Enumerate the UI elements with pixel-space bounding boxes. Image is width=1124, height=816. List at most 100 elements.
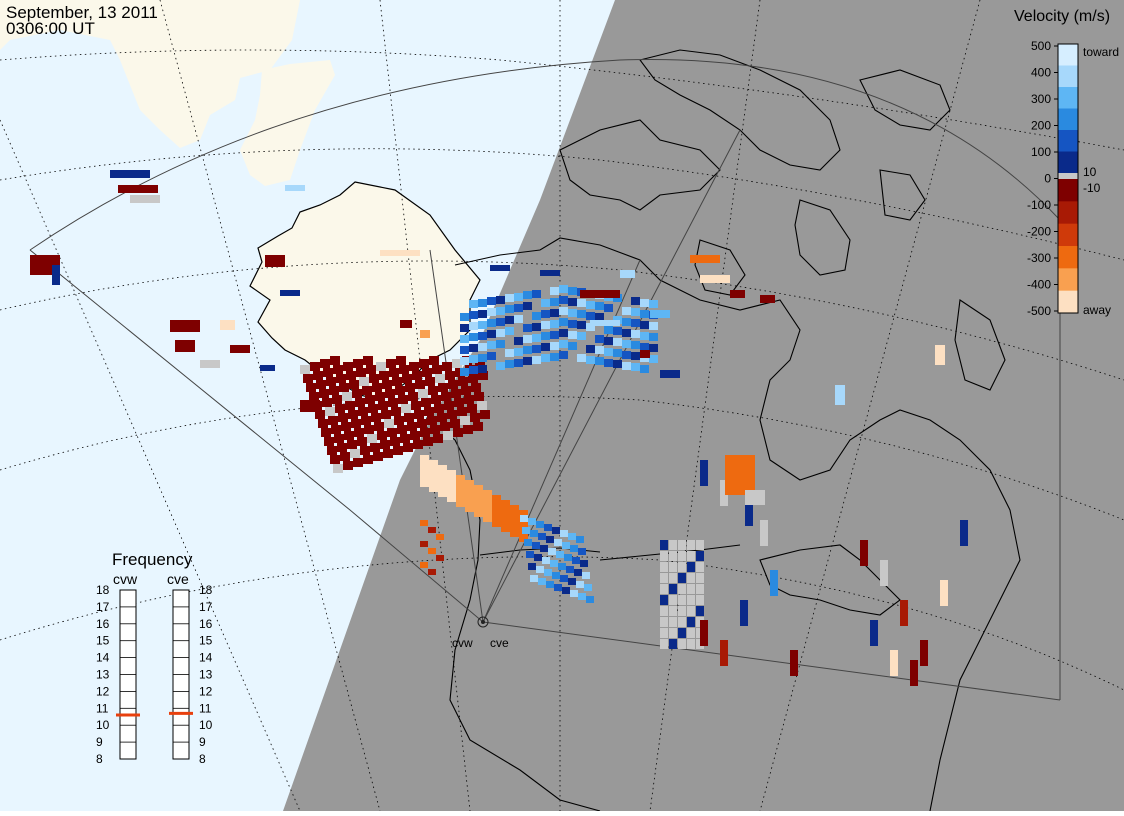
scatter-cell [419, 359, 429, 368]
frequency-panel: Frequency cvw cve 18 18 17 17 16 16 15 15 14 14 13… [96, 550, 213, 766]
scatter-cell [631, 308, 640, 316]
scatter-cell [590, 320, 620, 326]
scatter-cell [720, 640, 728, 666]
scatter-cell [660, 628, 668, 638]
scatter-cell [595, 335, 604, 343]
scatter-cell [341, 422, 351, 431]
scatter-cell [586, 596, 594, 603]
scatter-cell [429, 356, 439, 365]
scatter-cell [401, 404, 411, 413]
scatter-cell [620, 270, 635, 278]
scatter-cell [456, 499, 465, 507]
scatter-cell [559, 351, 568, 359]
scatter-cell [487, 308, 496, 316]
scatter-cell [678, 540, 686, 550]
scatter-cell [505, 327, 514, 335]
scatter-cell [541, 354, 550, 362]
scatter-cell [687, 562, 695, 572]
scatter-cell [640, 310, 649, 318]
scatter-cell [696, 584, 704, 594]
scatter-cell [442, 362, 452, 371]
scatter-cell [337, 443, 347, 452]
scatter-cell [528, 518, 536, 525]
scatter-cell [538, 533, 546, 540]
scatter-cell [538, 578, 546, 585]
scatter-cell [424, 407, 434, 416]
scatter-cell [550, 342, 559, 350]
scatter-cell [559, 296, 568, 304]
scatter-cell [357, 437, 367, 446]
scatter-cell [428, 569, 436, 575]
scatter-cell [678, 606, 686, 616]
scatter-cell [559, 307, 568, 315]
scatter-cell [432, 365, 442, 374]
scatter-cell [408, 392, 418, 401]
scatter-cell [451, 389, 461, 398]
scatter-cell [438, 465, 447, 473]
scatter-cell [351, 419, 361, 428]
scatter-cell [580, 290, 620, 298]
scatter-cell [368, 404, 378, 413]
scatter-cell [329, 386, 339, 395]
scatter-cell [463, 425, 473, 434]
scatter-cell [552, 572, 560, 579]
scatter-cell [330, 455, 340, 464]
scatter-cell [523, 357, 532, 365]
scatter-cell [649, 355, 658, 363]
scatter-cell [523, 346, 532, 354]
scatter-cell [352, 389, 362, 398]
colorbar-ticks: 500 400 300 200 100 0 -100 -200 -300 -400 -500 [1027, 39, 1058, 318]
scatter-cell [447, 494, 456, 502]
scatter-cell [510, 505, 519, 513]
scatter-cell [669, 595, 677, 605]
scatter-cell [505, 305, 514, 313]
scatter-cell [631, 352, 640, 360]
frequency-scale-label: 9 [199, 735, 206, 749]
scatter-cell [595, 357, 604, 365]
scatter-cell [423, 437, 433, 446]
scatter-cell [325, 407, 335, 416]
time-label: 0306:00 UT [6, 19, 95, 38]
scatter-cell [640, 343, 649, 351]
scatter-cell [550, 331, 559, 339]
scatter-cell [429, 460, 438, 468]
scatter-cell [417, 419, 427, 428]
scatter-cell [354, 428, 364, 437]
scatter-cell [402, 374, 412, 383]
scatter-cell [360, 446, 370, 455]
scatter-cell [622, 362, 631, 370]
frequency-scale-label: 15 [96, 634, 110, 648]
scatter-cell [678, 639, 686, 649]
scatter-cell [548, 548, 556, 555]
scatter-cell [373, 452, 383, 461]
scatter-cell [458, 377, 468, 386]
scatter-cell [473, 422, 483, 431]
scatter-cell [660, 639, 668, 649]
scatter-cell [505, 360, 514, 368]
scatter-cell [678, 595, 686, 605]
scatter-cell [478, 332, 487, 340]
scatter-cell [532, 323, 541, 331]
scatter-cell [570, 545, 578, 552]
scatter-cell [559, 329, 568, 337]
scatter-cell [534, 554, 542, 561]
scatter-cell [577, 332, 586, 340]
scatter-cell [441, 392, 451, 401]
scatter-cell [460, 335, 469, 343]
frequency-scale-label: 13 [96, 668, 110, 682]
scatter-cell [411, 401, 421, 410]
scatter-cell [483, 506, 492, 514]
scatter-cell [399, 365, 409, 374]
scatter-cell [460, 324, 469, 332]
scatter-cell [353, 458, 363, 467]
scatter-cell [377, 431, 387, 440]
scatter-cell [220, 320, 235, 330]
scatter-cell [577, 354, 586, 362]
scatter-cell [398, 395, 408, 404]
scatter-cell [428, 548, 436, 554]
scatter-cell [333, 365, 343, 374]
scatter-cell [622, 318, 631, 326]
colorbar-tick-label: 300 [1031, 92, 1051, 106]
scatter-cell [474, 485, 483, 493]
scatter-cell [318, 419, 328, 428]
